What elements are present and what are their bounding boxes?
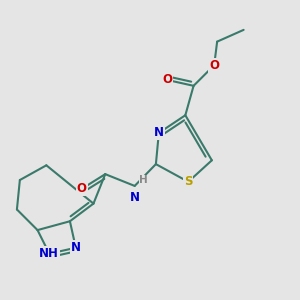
Text: N: N: [71, 241, 81, 254]
Text: O: O: [209, 59, 219, 72]
Text: N: N: [130, 191, 140, 204]
Text: O: O: [162, 74, 172, 86]
Text: H: H: [139, 175, 148, 185]
Text: O: O: [77, 182, 87, 195]
Text: NH: NH: [39, 247, 59, 260]
Text: N: N: [154, 126, 164, 140]
Text: S: S: [184, 175, 193, 188]
